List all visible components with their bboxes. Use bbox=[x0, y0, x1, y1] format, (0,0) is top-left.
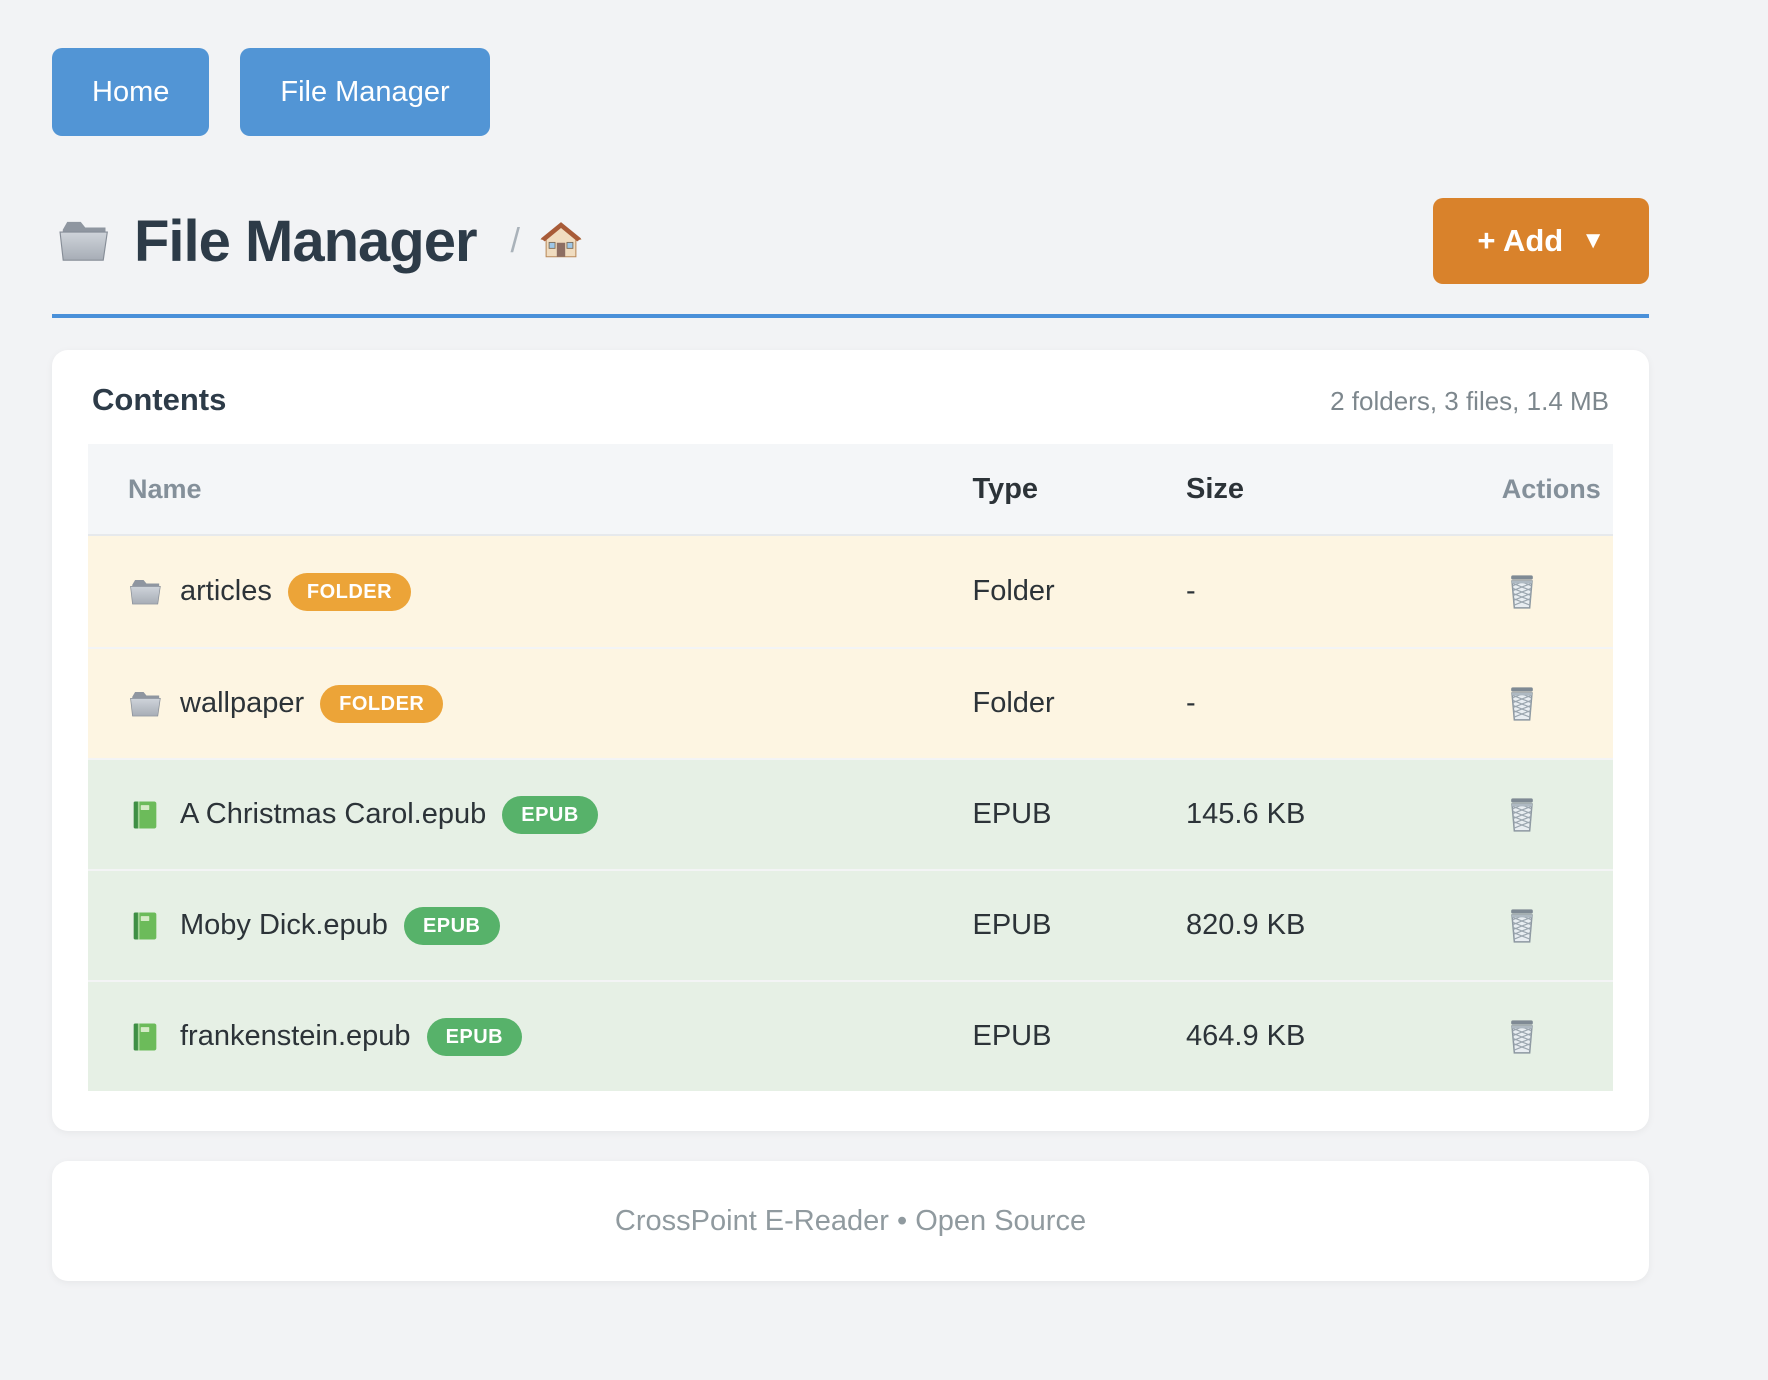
page-header: File Manager / + Add ▼ bbox=[52, 198, 1649, 284]
type-badge: FOLDER bbox=[287, 572, 412, 611]
trash-icon bbox=[1502, 570, 1542, 614]
column-header-type: Type bbox=[972, 472, 1039, 505]
folder-icon bbox=[130, 579, 161, 604]
delete-button[interactable] bbox=[1502, 793, 1542, 837]
contents-heading: Contents bbox=[92, 382, 227, 417]
trash-icon bbox=[1502, 1015, 1542, 1059]
green-book-icon bbox=[133, 912, 157, 939]
file-name-link[interactable]: articles bbox=[180, 575, 272, 607]
green-book-icon bbox=[133, 801, 157, 828]
delete-button[interactable] bbox=[1502, 904, 1542, 948]
table-row[interactable]: frankenstein.epub EPUB EPUB 464.9 KB bbox=[88, 980, 1613, 1091]
table-row[interactable]: Moby Dick.epub EPUB EPUB 820.9 KB bbox=[88, 869, 1613, 980]
type-cell: Folder bbox=[972, 687, 1055, 719]
nav-home-button[interactable]: Home bbox=[52, 48, 210, 136]
type-cell: Folder bbox=[972, 575, 1055, 607]
breadcrumb-separator: / bbox=[510, 221, 520, 260]
table-row[interactable]: A Christmas Carol.epub EPUB EPUB 145.6 K… bbox=[88, 758, 1613, 869]
page-container: Home File Manager File Manager / + Add ▼… bbox=[52, 0, 1649, 1281]
delete-button[interactable] bbox=[1502, 682, 1542, 726]
size-cell: - bbox=[1186, 575, 1196, 607]
type-badge: EPUB bbox=[502, 795, 598, 834]
footer-text: CrossPoint E-Reader • Open Source bbox=[614, 1204, 1087, 1237]
type-cell: EPUB bbox=[972, 909, 1052, 941]
add-button-label: + Add bbox=[1477, 223, 1564, 258]
top-nav: Home File Manager bbox=[52, 0, 1649, 136]
type-badge: EPUB bbox=[403, 906, 500, 945]
column-header-name: Name bbox=[128, 473, 202, 504]
page-title: File Manager bbox=[134, 208, 478, 274]
table-body: articles FOLDER Folder - wallpaper FOLDE… bbox=[88, 536, 1613, 1091]
file-name-link[interactable]: wallpaper bbox=[180, 687, 305, 719]
trash-icon bbox=[1502, 682, 1542, 726]
add-button[interactable]: + Add ▼ bbox=[1433, 198, 1649, 284]
delete-button[interactable] bbox=[1502, 1015, 1542, 1059]
folder-icon bbox=[130, 691, 161, 716]
folder-icon bbox=[59, 221, 108, 261]
delete-button[interactable] bbox=[1502, 570, 1542, 614]
contents-card: Contents 2 folders, 3 files, 1.4 MB Name… bbox=[52, 350, 1649, 1131]
file-name-link[interactable]: frankenstein.epub bbox=[180, 1020, 411, 1052]
title-divider bbox=[52, 314, 1649, 318]
trash-icon bbox=[1502, 793, 1542, 837]
size-cell: - bbox=[1186, 687, 1196, 719]
type-cell: EPUB bbox=[972, 798, 1052, 830]
file-name-link[interactable]: A Christmas Carol.epub bbox=[180, 798, 487, 830]
trash-icon bbox=[1502, 904, 1542, 948]
column-header-actions: Actions bbox=[1501, 473, 1601, 504]
footer-card: CrossPoint E-Reader • Open Source bbox=[52, 1161, 1649, 1281]
chevron-down-icon: ▼ bbox=[1581, 227, 1605, 254]
size-cell: 145.6 KB bbox=[1186, 798, 1306, 830]
house-icon[interactable] bbox=[540, 220, 582, 262]
column-header-size: Size bbox=[1186, 472, 1245, 505]
table-row[interactable]: articles FOLDER Folder - bbox=[88, 536, 1613, 647]
type-badge: EPUB bbox=[426, 1017, 523, 1056]
size-cell: 464.9 KB bbox=[1186, 1020, 1306, 1052]
file-name-link[interactable]: Moby Dick.epub bbox=[180, 909, 388, 941]
type-badge: FOLDER bbox=[320, 684, 444, 723]
nav-file-manager-button[interactable]: File Manager bbox=[240, 48, 490, 136]
green-book-icon bbox=[133, 1023, 157, 1050]
contents-summary: 2 folders, 3 files, 1.4 MB bbox=[1330, 386, 1609, 416]
table-row[interactable]: wallpaper FOLDER Folder - bbox=[88, 647, 1613, 758]
type-cell: EPUB bbox=[972, 1020, 1052, 1052]
size-cell: 820.9 KB bbox=[1186, 909, 1306, 941]
table-header-row: Name Type Size Actions bbox=[88, 444, 1613, 536]
file-table: Name Type Size Actions articles FOLDER F… bbox=[88, 444, 1613, 1091]
